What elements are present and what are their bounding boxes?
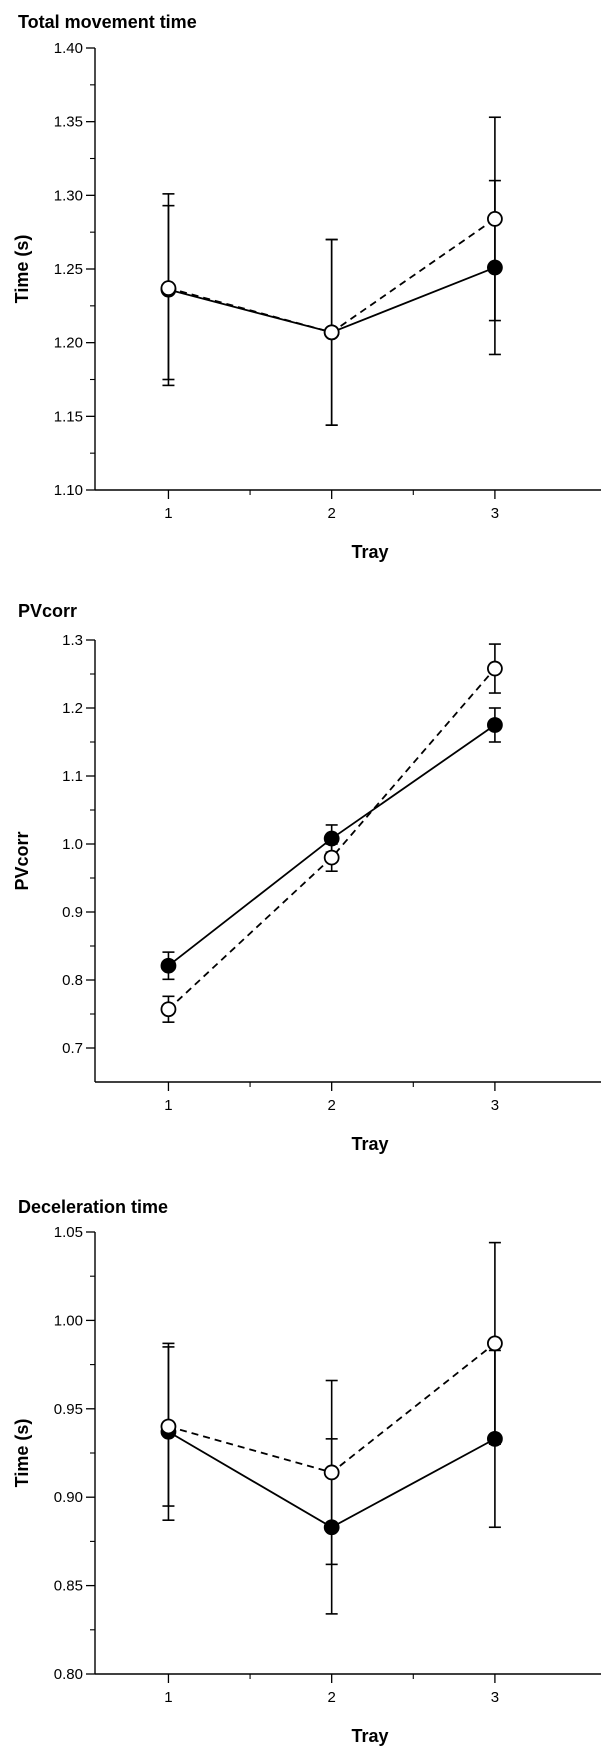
x-axis-label: Tray bbox=[351, 1726, 388, 1746]
series-open bbox=[162, 1241, 501, 1566]
x-tick-label: 2 bbox=[328, 1689, 336, 1706]
data-point-open bbox=[160, 1418, 177, 1435]
x-tick-label: 2 bbox=[328, 505, 336, 522]
y-tick-label: 1.00 bbox=[54, 1312, 83, 1329]
chart-title: Deceleration time bbox=[18, 1197, 168, 1217]
data-point-open bbox=[487, 660, 503, 677]
data-point-filled bbox=[487, 1430, 503, 1447]
y-tick-label: 1.25 bbox=[54, 261, 83, 278]
y-tick-label: 1.3 bbox=[62, 632, 83, 649]
x-tick-label: 1 bbox=[164, 1097, 172, 1114]
y-tick-label: 0.85 bbox=[54, 1578, 83, 1595]
data-point-filled bbox=[323, 830, 340, 847]
data-point-filled bbox=[323, 1519, 340, 1536]
data-point-open bbox=[487, 211, 503, 227]
y-tick-label: 1.15 bbox=[54, 408, 83, 425]
y-tick-label: 1.0 bbox=[62, 836, 83, 853]
y-tick-label: 1.05 bbox=[54, 1224, 83, 1241]
x-tick-label: 1 bbox=[164, 1689, 172, 1706]
chart-panel-1: Total movement time 1.10 1.15 1.20 1.25 1.30 1… bbox=[12, 12, 601, 562]
y-tick-label: 1.40 bbox=[54, 40, 83, 57]
y-tick-label: 0.90 bbox=[54, 1489, 83, 1506]
series-open bbox=[162, 116, 501, 426]
chart-panel-3: Deceleration time 0.80 0.85 0.90 0.95 1.00 1.0… bbox=[12, 1197, 601, 1746]
x-axis-label: Tray bbox=[351, 542, 388, 562]
x-tick-label: 3 bbox=[491, 1689, 499, 1706]
y-tick-label: 1.2 bbox=[62, 700, 83, 717]
y-tick-label: 1.1 bbox=[62, 768, 83, 785]
y-axis-label: Time (s) bbox=[12, 1419, 32, 1488]
y-tick-label: 1.10 bbox=[54, 482, 83, 499]
y-tick-label: 0.8 bbox=[62, 972, 83, 989]
y-tick-label: 0.7 bbox=[62, 1040, 83, 1057]
x-tick-label: 1 bbox=[164, 505, 172, 522]
x-tick-label: 2 bbox=[328, 1097, 336, 1114]
chart-title: Total movement time bbox=[18, 12, 197, 32]
data-point-open bbox=[323, 849, 340, 866]
data-point-filled bbox=[160, 957, 177, 974]
x-axis-label: Tray bbox=[351, 1134, 388, 1154]
chart-title: PVcorr bbox=[18, 601, 77, 621]
y-axis-label: Time (s) bbox=[12, 235, 32, 304]
x-tick-label: 3 bbox=[491, 1097, 499, 1114]
y-tick-label: 1.35 bbox=[54, 114, 83, 131]
y-tick-label: 0.80 bbox=[54, 1666, 83, 1683]
y-tick-label: 1.30 bbox=[54, 187, 83, 204]
data-point-open bbox=[160, 1001, 177, 1018]
data-point-open bbox=[487, 1335, 503, 1352]
data-point-open bbox=[160, 280, 177, 297]
data-point-filled bbox=[487, 717, 503, 733]
x-tick-label: 3 bbox=[491, 505, 499, 522]
y-tick-label: 0.9 bbox=[62, 904, 83, 921]
y-tick-label: 1.20 bbox=[54, 335, 83, 352]
data-point-open bbox=[323, 1464, 340, 1481]
y-tick-label: 0.95 bbox=[54, 1401, 83, 1418]
chart-panel-2: PVcorr 0.7 0.8 0.9 1.0 1.1 1.2 1.3 1 2 3 Tray PVcorr bbox=[12, 601, 601, 1154]
data-point-filled bbox=[487, 259, 503, 276]
y-axis-label: PVcorr bbox=[12, 831, 32, 890]
data-point-open bbox=[323, 324, 340, 341]
